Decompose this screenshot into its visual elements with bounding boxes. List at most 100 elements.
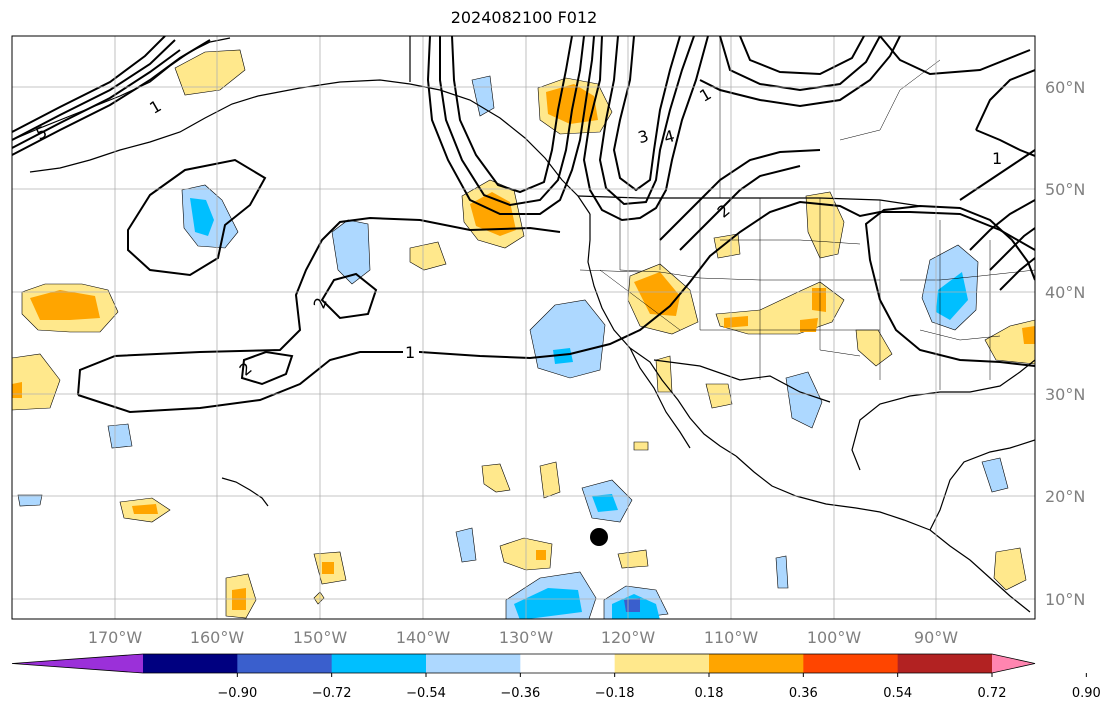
shade-area <box>536 550 546 560</box>
colorbar-tick-label: 0.72 <box>978 686 1007 701</box>
contour-line <box>975 69 1035 131</box>
location-marker <box>590 528 608 546</box>
colorbar-segment <box>143 654 238 673</box>
colorbar-segment <box>331 654 427 673</box>
shade-area <box>546 84 598 124</box>
lon-label: 120°W <box>601 628 656 647</box>
contour-line <box>659 149 821 241</box>
contour-line <box>127 158 267 277</box>
shade-area <box>174 49 246 96</box>
shade-area <box>705 383 733 409</box>
colorbar-segment <box>237 654 333 673</box>
shade-area <box>313 591 325 605</box>
hawaii-islands <box>221 477 269 507</box>
lon-label: 160°W <box>190 628 245 647</box>
lat-label: 20°N <box>1045 487 1085 506</box>
shade-area <box>12 382 22 398</box>
contour-label: 4 <box>662 126 677 147</box>
colorbar-segment <box>897 654 993 673</box>
contour-line <box>959 149 1035 201</box>
contour-line <box>451 36 573 194</box>
shade-area <box>1022 326 1035 344</box>
colorbar-tick-label: 0.18 <box>695 686 724 701</box>
shade-area <box>624 598 640 612</box>
shade-area <box>132 504 158 514</box>
colorbar-tick-label: −0.54 <box>406 686 446 701</box>
colorbar-segment <box>520 654 616 673</box>
contour-line <box>582 36 709 222</box>
colorbar-segment <box>803 654 899 673</box>
contour-line <box>879 299 1035 367</box>
lon-label: 130°W <box>499 628 554 647</box>
lon-label: 110°W <box>704 628 759 647</box>
colorbar-outline <box>11 653 1036 674</box>
shade-area <box>107 423 133 449</box>
lon-label: 150°W <box>293 628 348 647</box>
shade-area <box>190 198 214 236</box>
shade-area <box>812 288 826 312</box>
contour-line <box>969 199 1035 251</box>
colorbar-tick-label: −0.36 <box>500 686 540 701</box>
contours <box>12 36 1035 414</box>
shade-area <box>30 290 100 320</box>
alaska-coast <box>12 37 231 141</box>
contour-line <box>426 36 595 215</box>
grid-lines <box>12 36 1035 619</box>
state-borders <box>579 36 1035 390</box>
contour-line <box>12 49 181 149</box>
shade-area <box>553 348 573 364</box>
colorbar-tick-label: −0.90 <box>217 686 257 701</box>
shade-area <box>514 588 582 619</box>
lat-label: 60°N <box>1045 78 1085 97</box>
contour-line <box>739 36 865 76</box>
contour-line <box>612 36 681 192</box>
shade-area <box>634 272 680 316</box>
shade-area <box>775 555 789 589</box>
shade-area <box>617 549 649 569</box>
contour-line <box>77 216 561 396</box>
contour-line <box>719 36 881 92</box>
us-west-coast <box>587 214 737 457</box>
contour-line <box>975 129 1035 157</box>
shade-area <box>481 463 511 493</box>
colorbar-tick-label: 0.36 <box>789 686 818 701</box>
colorbar-segment <box>614 654 710 673</box>
contour-line <box>679 165 801 251</box>
shade-area <box>981 457 1009 493</box>
colorbar-segment <box>709 654 804 673</box>
latitude-labels: 60°N 50°N 40°N 30°N 20°N 10°N <box>1045 78 1085 609</box>
map-title: 2024082100 F012 <box>450 8 598 27</box>
colorbar-tick-label: 0.90 <box>1072 686 1101 701</box>
contour-line <box>864 204 1035 301</box>
shade-area <box>322 562 334 574</box>
shade-area <box>529 299 606 379</box>
lon-label: 90°W <box>914 628 958 647</box>
shade-area <box>805 191 845 259</box>
contour-line <box>240 350 294 386</box>
contour-line <box>598 36 695 206</box>
contour-label: 3 <box>636 126 651 147</box>
contour-line <box>999 257 1035 291</box>
shade-area <box>936 272 968 320</box>
colorbar-extend-low <box>12 654 143 673</box>
shade-area <box>17 494 43 507</box>
contour-line <box>12 36 166 133</box>
aleutian-chain <box>29 95 259 173</box>
contour-label: 1 <box>992 149 1002 168</box>
colorbar <box>11 653 1036 674</box>
shade-area <box>800 318 818 332</box>
mexico-coast <box>735 455 931 531</box>
gulf-of-alaska-coast <box>257 79 591 215</box>
shade-area <box>724 316 748 328</box>
shade-area <box>785 371 823 429</box>
colorbar-segment <box>426 654 521 673</box>
lon-label: 100°W <box>807 628 862 647</box>
contour-line <box>12 39 176 141</box>
baja-california <box>629 347 691 449</box>
shade-area <box>592 494 618 512</box>
shade-area <box>539 461 561 499</box>
longitude-labels: 170°W 160°W 150°W 140°W 130°W 120°W 110°… <box>88 628 958 647</box>
lon-label: 140°W <box>396 628 451 647</box>
lat-label: 50°N <box>1045 180 1085 199</box>
